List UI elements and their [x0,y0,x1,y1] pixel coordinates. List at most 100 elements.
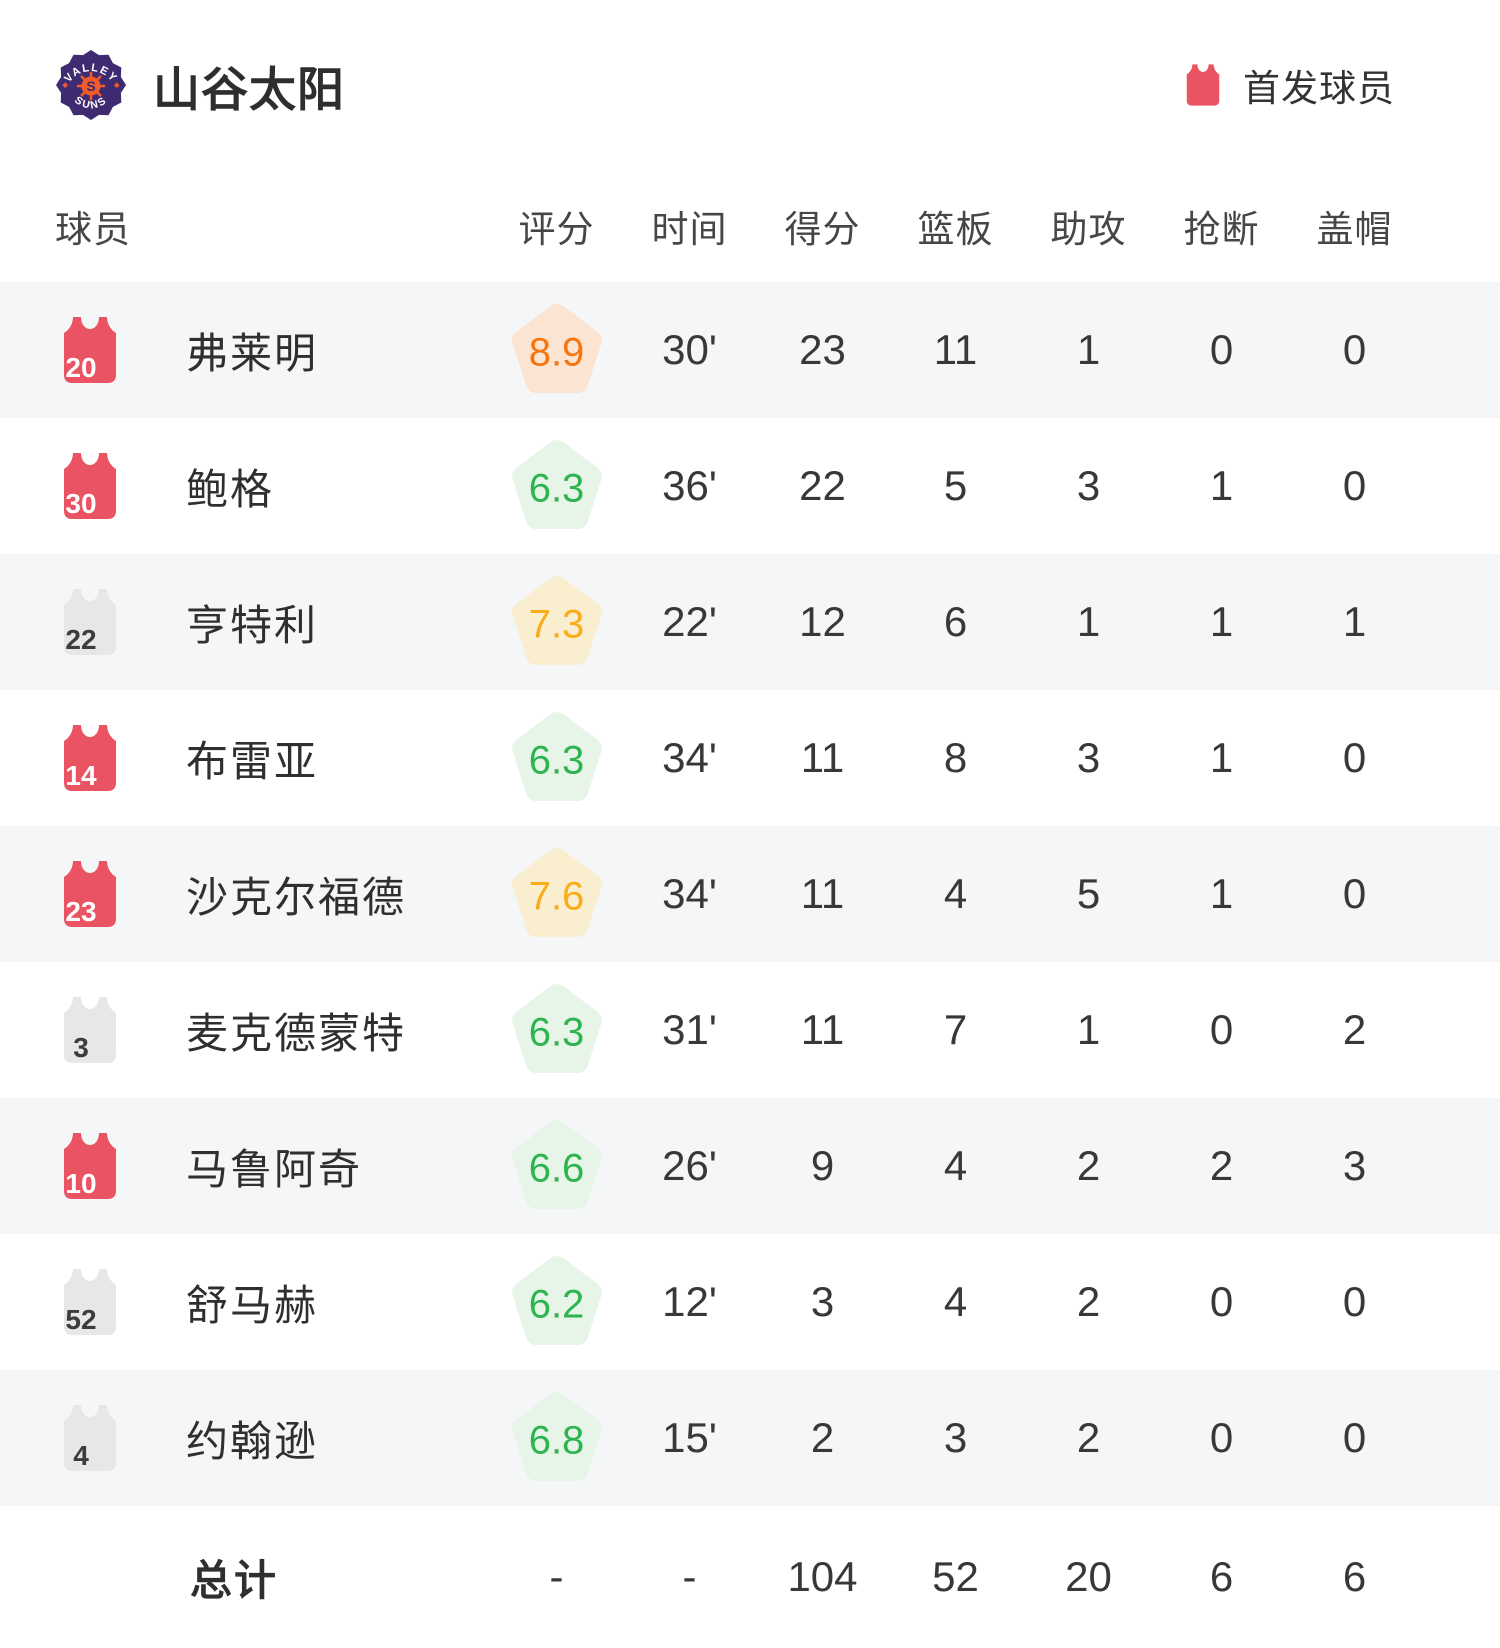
stat-points: 12 [799,598,846,645]
jersey-number: 30 [65,488,97,519]
stat-assists: 3 [1076,462,1101,509]
player-name: 沙克尔福德 [186,873,407,921]
jersey-number: 10 [65,1168,97,1199]
totals-blocks: 6 [1342,1553,1367,1600]
stat-blocks: 0 [1342,1278,1367,1325]
table-row[interactable]: 22 亨特利 7.3 22' 12 6 1 1 1 [0,554,1500,690]
stat-points: 22 [799,462,846,509]
stat-assists: 1 [1076,1006,1101,1053]
stat-time: 34' [662,734,717,781]
player-name: 舒马赫 [186,1281,319,1329]
stat-blocks: 1 [1342,598,1367,645]
table-row[interactable]: 30 鲍格 6.3 36' 22 5 3 1 0 [0,418,1500,554]
table-body: 20 弗莱明 8.9 30' 23 11 1 0 0 30 鲍格 6.3 36'… [0,282,1500,1506]
rating-value: 6.8 [528,1418,585,1463]
stat-steals: 0 [1209,1414,1234,1461]
stat-points: 3 [810,1278,835,1325]
stat-blocks: 3 [1342,1142,1367,1189]
rating-badge: 6.3 [505,436,609,536]
stat-points: 2 [810,1414,835,1461]
totals-rebounds: 52 [932,1553,979,1600]
stat-points: 9 [810,1142,835,1189]
stat-steals: 1 [1209,734,1234,781]
jersey-icon: 20 [58,315,122,385]
stat-time: 31' [662,1006,717,1053]
stat-rebounds: 6 [943,598,968,645]
jersey-number: 14 [65,760,97,791]
stat-steals: 1 [1209,870,1234,917]
stat-rebounds: 3 [943,1414,968,1461]
stat-blocks: 0 [1342,1414,1367,1461]
rating-value: 8.9 [528,330,585,375]
col-points: 得分 [784,209,861,250]
rating-badge: 6.6 [505,1116,609,1216]
stat-time: 15' [662,1414,717,1461]
jersey-number: 3 [73,1032,89,1063]
table-row[interactable]: 23 沙克尔福德 7.6 34' 11 4 5 1 0 [0,826,1500,962]
stat-steals: 2 [1209,1142,1234,1189]
table-row[interactable]: 4 约翰逊 6.8 15' 2 3 2 0 0 [0,1370,1500,1506]
rating-value: 7.3 [528,602,585,647]
stat-rebounds: 4 [943,870,968,917]
jersey-icon: 3 [58,995,122,1065]
stat-blocks: 0 [1342,734,1367,781]
table-row[interactable]: 20 弗莱明 8.9 30' 23 11 1 0 0 [0,282,1500,418]
stat-blocks: 0 [1342,870,1367,917]
stat-rebounds: 4 [943,1142,968,1189]
col-assists: 助攻 [1050,209,1127,250]
player-name: 鲍格 [186,465,275,513]
totals-time: - [682,1553,697,1600]
stat-points: 23 [799,326,846,373]
stat-rebounds: 8 [943,734,968,781]
col-blocks: 盖帽 [1316,209,1393,250]
stat-steals: 1 [1209,462,1234,509]
rating-badge: 6.3 [505,708,609,808]
totals-row: 总计 - - 104 52 20 6 6 [0,1506,1500,1648]
table-row[interactable]: 3 麦克德蒙特 6.3 31' 11 7 1 0 2 [0,962,1500,1098]
stat-blocks: 0 [1342,326,1367,373]
jersey-icon: 14 [58,723,122,793]
totals-rating: - [549,1553,564,1600]
stat-rebounds: 11 [933,326,978,373]
stat-rebounds: 7 [943,1006,968,1053]
jersey-icon: 23 [58,859,122,929]
stat-assists: 2 [1076,1414,1101,1461]
team-logo-icon: S VALLEY SUNS [56,50,126,120]
stat-time: 30' [662,326,717,373]
table-header-row: 球员 评分 时间 得分 篮板 助攻 抢断 盖帽 [0,170,1500,282]
rating-badge: 6.8 [505,1388,609,1488]
team-name: 山谷太阳 [153,62,345,116]
table-row[interactable]: 10 马鲁阿奇 6.6 26' 9 4 2 2 3 [0,1098,1500,1234]
stat-blocks: 2 [1342,1006,1367,1053]
col-player: 球员 [55,209,131,250]
jersey-number: 52 [65,1304,97,1335]
stat-assists: 5 [1076,870,1101,917]
player-name: 亨特利 [186,601,319,649]
stat-points: 11 [800,1006,845,1053]
rating-value: 6.3 [528,1010,585,1055]
panel-header: S VALLEY SUNS 山谷太阳 首发球员 [0,0,1500,170]
rating-value: 6.6 [528,1146,585,1191]
col-rebounds: 篮板 [917,209,994,250]
jersey-icon: 4 [58,1403,122,1473]
stat-points: 11 [800,870,845,917]
table-row[interactable]: 52 舒马赫 6.2 12' 3 4 2 0 0 [0,1234,1500,1370]
rating-badge: 8.9 [505,300,609,400]
rating-value: 7.6 [528,874,585,919]
totals-label: 总计 [190,1556,279,1604]
player-name: 弗莱明 [186,329,319,377]
totals-steals: 6 [1209,1553,1234,1600]
player-name: 马鲁阿奇 [186,1145,363,1193]
table-row[interactable]: 14 布雷亚 6.3 34' 11 8 3 1 0 [0,690,1500,826]
totals-assists: 20 [1065,1553,1112,1600]
stat-steals: 0 [1209,326,1234,373]
rating-value: 6.2 [528,1282,585,1327]
rating-badge: 6.3 [505,980,609,1080]
stat-steals: 1 [1209,598,1234,645]
jersey-number: 23 [65,896,97,927]
jersey-number: 4 [73,1440,89,1471]
stat-rebounds: 4 [943,1278,968,1325]
starter-legend: 首发球员 [1183,58,1395,112]
col-time: 时间 [651,209,728,250]
